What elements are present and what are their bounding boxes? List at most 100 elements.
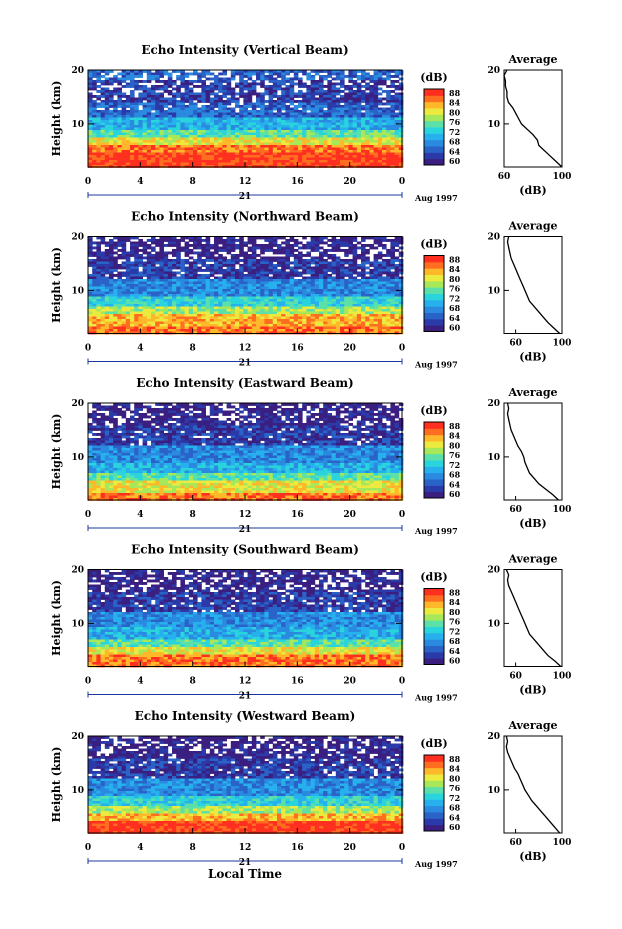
heatmap-cell <box>243 316 248 320</box>
heatmap-cell <box>230 274 236 277</box>
heatmap-cell <box>390 75 395 78</box>
heatmap-cell <box>100 264 106 267</box>
heatmap-cell <box>151 279 156 282</box>
heatmap-cell <box>214 155 219 158</box>
heatmap-cell <box>352 147 358 151</box>
heatmap-cell <box>327 137 332 141</box>
heatmap-cell <box>272 304 278 307</box>
heatmap-cell <box>382 117 387 121</box>
heatmap-cell <box>134 301 139 305</box>
heatmap-cell <box>352 127 358 131</box>
heatmap-cell <box>365 165 370 168</box>
heatmap-cell <box>92 254 97 257</box>
heatmap-cell <box>167 266 173 270</box>
heatmap-cell <box>373 246 379 250</box>
heatmap-cell <box>172 70 177 73</box>
heatmap-cell <box>323 97 328 101</box>
heatmap-cell <box>209 105 215 108</box>
heatmap-cell <box>373 95 379 98</box>
heatmap-cell <box>205 120 211 123</box>
colorbar-tick-label: 68 <box>449 137 461 147</box>
heatmap-cell <box>386 117 391 121</box>
heatmap-cell <box>184 165 190 168</box>
heatmap-cell <box>146 77 152 81</box>
heatmap-cell <box>319 162 324 166</box>
heatmap-cell <box>104 117 110 121</box>
heatmap-cell <box>151 246 156 250</box>
heatmap-cell <box>348 316 353 320</box>
heatmap-cell <box>134 259 139 262</box>
heatmap-cell <box>251 110 257 113</box>
heatmap-cell <box>176 142 181 146</box>
heatmap-cell <box>361 296 366 300</box>
heatmap-cell <box>138 100 143 103</box>
heatmap-cell <box>209 110 215 113</box>
heatmap-cell <box>243 130 248 133</box>
heatmap-cell <box>197 239 202 242</box>
heatmap-cell <box>264 301 269 305</box>
heatmap-cell <box>180 314 185 317</box>
heatmap-cell <box>268 150 274 153</box>
heatmap-cell <box>230 100 236 103</box>
heatmap-cell <box>268 95 274 98</box>
heatmap-cell <box>398 279 404 282</box>
heatmap-cell <box>214 140 219 143</box>
heatmap-cell <box>314 236 320 240</box>
heatmap-cell <box>386 254 391 257</box>
heatmap-cell <box>109 97 114 101</box>
heatmap-cell <box>243 289 248 292</box>
heatmap-cell <box>214 77 219 81</box>
heatmap-cell <box>323 314 328 317</box>
heatmap-cell <box>201 92 206 96</box>
heatmap-cell <box>298 112 303 116</box>
heatmap-cell <box>130 269 135 272</box>
heatmap-cell <box>146 256 152 260</box>
heatmap-cell <box>293 125 299 128</box>
heatmap-cell <box>163 102 169 106</box>
heatmap-cell <box>369 90 374 93</box>
heatmap-cell <box>386 271 391 275</box>
x-axis-label-local-time: Local Time <box>208 867 282 881</box>
heatmap-cell <box>377 80 383 83</box>
heatmap-cell <box>394 160 400 163</box>
heatmap-cell <box>251 82 257 86</box>
heatmap-cell <box>373 87 379 91</box>
heatmap-cell <box>398 316 404 320</box>
heatmap-cell <box>104 152 110 156</box>
heatmap-cell <box>306 306 311 310</box>
heatmap-cell <box>319 112 324 116</box>
heatmap-cell <box>205 97 211 101</box>
heatmap-cell <box>201 75 206 78</box>
heatmap-cell <box>180 115 185 118</box>
heatmap-cell <box>348 97 353 101</box>
heatmap-cell <box>130 319 135 322</box>
heatmap-cell <box>377 271 383 275</box>
heatmap-cell <box>277 271 282 275</box>
heatmap-cell <box>113 145 118 148</box>
heatmap-cell <box>167 271 173 275</box>
heatmap-cell <box>264 130 269 133</box>
heatmap-cell <box>151 276 156 280</box>
heatmap-cell <box>109 160 114 163</box>
heatmap-cell <box>88 311 93 315</box>
heatmap-cell <box>163 110 169 113</box>
heatmap-cell <box>155 117 160 121</box>
heatmap-cell <box>285 95 290 98</box>
heatmap-cell <box>394 299 400 302</box>
heatmap-cell <box>176 276 181 280</box>
heatmap-cell <box>92 246 97 250</box>
heatmap-cell <box>125 102 131 106</box>
heatmap-cell <box>281 112 286 116</box>
heatmap-cell <box>109 147 114 151</box>
heatmap-cell <box>134 286 139 290</box>
heatmap-cell <box>352 112 358 116</box>
heatmap-cell <box>310 125 316 128</box>
heatmap-cell <box>235 72 240 76</box>
heatmap-cell <box>373 117 379 121</box>
heatmap-cell <box>134 155 139 158</box>
heatmap-cell <box>386 132 391 136</box>
heatmap-cell <box>327 152 332 156</box>
heatmap-cell <box>306 269 311 272</box>
heatmap-cell <box>264 160 269 163</box>
heatmap-cell <box>188 157 194 161</box>
